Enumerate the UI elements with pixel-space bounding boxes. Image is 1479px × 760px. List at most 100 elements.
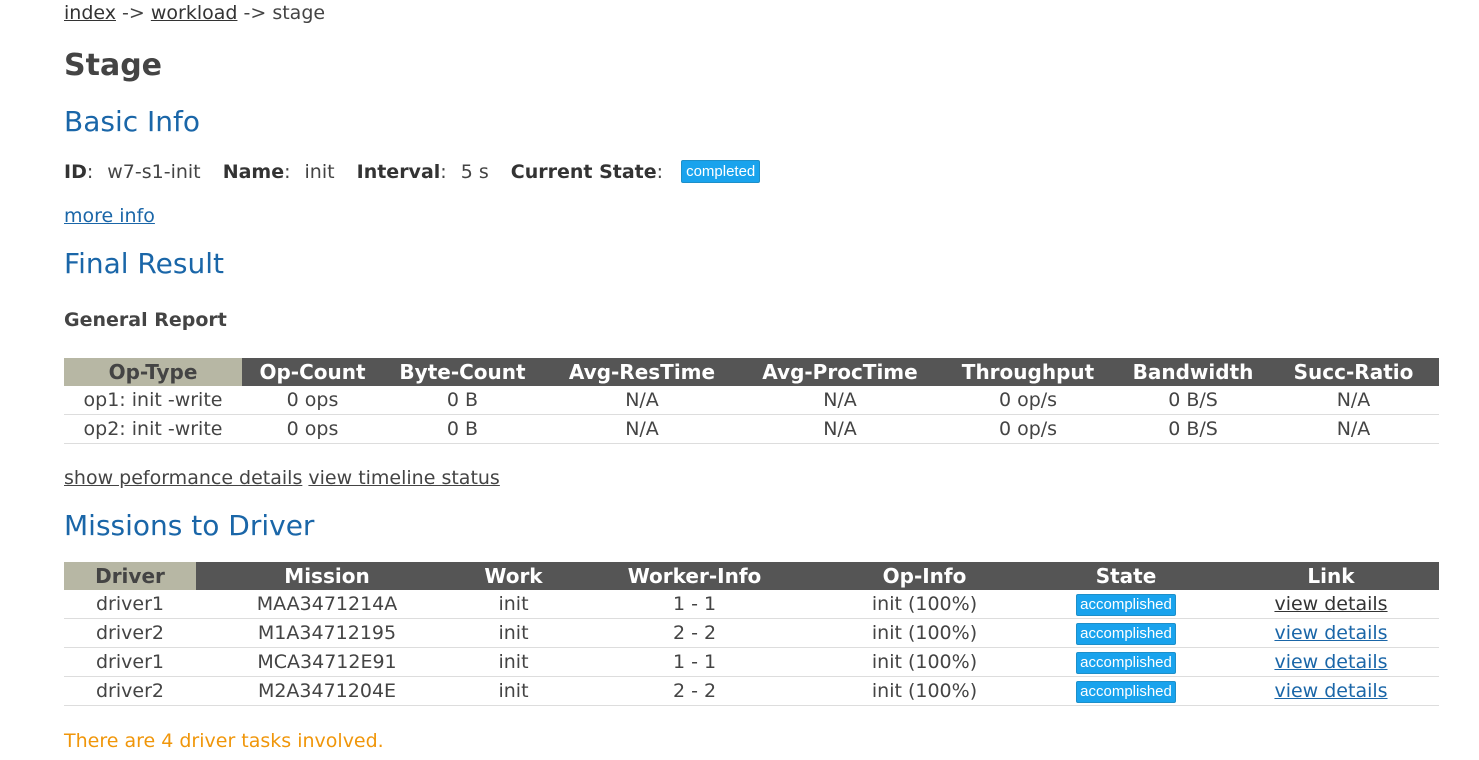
name-label: Name bbox=[222, 161, 285, 183]
table-cell: N/A bbox=[542, 386, 742, 415]
table-cell: 1 - 1 bbox=[569, 647, 820, 677]
driver-tasks-note: There are 4 driver tasks involved. bbox=[64, 730, 384, 752]
table-cell: view details bbox=[1223, 676, 1439, 706]
column-header: Mission bbox=[196, 562, 458, 590]
missions-heading: Missions to Driver bbox=[64, 509, 315, 542]
table-cell: init bbox=[458, 647, 569, 677]
table-cell: init bbox=[458, 618, 569, 648]
table-row: op2: init -write 0 ops 0 B N/A N/A 0 op/… bbox=[64, 414, 1439, 444]
column-header: Op-Info bbox=[820, 562, 1029, 590]
table-cell: 2 - 2 bbox=[569, 618, 820, 648]
report-links: show peformance details view timeline st… bbox=[64, 465, 500, 491]
breadcrumb-separator: -> bbox=[243, 2, 267, 24]
table-cell: init (100%) bbox=[820, 618, 1029, 648]
breadcrumb: index -> workload -> stage bbox=[64, 0, 325, 26]
table-row: driver2 M1A34712195 init 2 - 2 init (100… bbox=[64, 618, 1439, 648]
table-cell: init bbox=[458, 590, 569, 619]
table-cell: driver2 bbox=[64, 618, 196, 648]
table-cell: accomplished bbox=[1029, 590, 1223, 619]
table-cell: 0 B/S bbox=[1118, 414, 1268, 444]
column-header: Op-Count bbox=[242, 358, 383, 386]
table-cell: 1 - 1 bbox=[569, 590, 820, 619]
state-badge: accomplished bbox=[1076, 594, 1176, 616]
view-details-link[interactable]: view details bbox=[1274, 651, 1388, 673]
table-cell: driver1 bbox=[64, 647, 196, 677]
table-cell: 0 ops bbox=[242, 386, 383, 415]
state-badge: accomplished bbox=[1076, 652, 1176, 674]
table-cell: N/A bbox=[542, 414, 742, 444]
table-cell: op2: init -write bbox=[64, 414, 242, 444]
column-header: Driver bbox=[64, 562, 196, 590]
table-row: op1: init -write 0 ops 0 B N/A N/A 0 op/… bbox=[64, 386, 1439, 415]
table-cell: driver1 bbox=[64, 590, 196, 619]
table-cell: MAA3471214A bbox=[196, 590, 458, 619]
table-cell: init (100%) bbox=[820, 590, 1029, 619]
column-header: Avg-ResTime bbox=[542, 358, 742, 386]
id-label: ID bbox=[64, 161, 87, 183]
view-details-link[interactable]: view details bbox=[1274, 622, 1388, 644]
final-result-heading: Final Result bbox=[64, 247, 224, 280]
table-cell: view details bbox=[1223, 590, 1439, 619]
column-header: State bbox=[1029, 562, 1223, 590]
table-cell: 0 B bbox=[383, 414, 542, 444]
basic-info-row: ID: w7-s1-init Name: init Interval: 5 s Cur… bbox=[64, 158, 761, 186]
column-header: Work bbox=[458, 562, 569, 590]
table-header-row: Driver Mission Work Worker-Info Op-Info … bbox=[64, 562, 1439, 590]
table-cell: 0 ops bbox=[242, 414, 383, 444]
column-header: Byte-Count bbox=[383, 358, 542, 386]
interval-label: Interval bbox=[356, 161, 441, 183]
column-header: Throughput bbox=[938, 358, 1118, 386]
column-header: Worker-Info bbox=[569, 562, 820, 590]
table-cell: M1A34712195 bbox=[196, 618, 458, 648]
column-header: Bandwidth bbox=[1118, 358, 1268, 386]
table-cell: op1: init -write bbox=[64, 386, 242, 415]
table-cell: N/A bbox=[1268, 414, 1439, 444]
table-cell: accomplished bbox=[1029, 676, 1223, 706]
breadcrumb-current: stage bbox=[272, 2, 326, 24]
view-details-link[interactable]: view details bbox=[1274, 680, 1388, 702]
table-cell: driver2 bbox=[64, 676, 196, 706]
missions-table: Driver Mission Work Worker-Info Op-Info … bbox=[64, 562, 1439, 706]
table-cell: view details bbox=[1223, 647, 1439, 677]
table-cell: 0 B bbox=[383, 386, 542, 415]
general-report-table: Op-Type Op-Count Byte-Count Avg-ResTime … bbox=[64, 358, 1439, 444]
breadcrumb-workload-link[interactable]: workload bbox=[150, 2, 238, 24]
view-timeline-status-link[interactable]: view timeline status bbox=[308, 467, 500, 489]
table-cell: N/A bbox=[742, 386, 938, 415]
table-row: driver1 MCA34712E91 init 1 - 1 init (100… bbox=[64, 647, 1439, 677]
table-cell: view details bbox=[1223, 618, 1439, 648]
breadcrumb-index-link[interactable]: index bbox=[64, 2, 116, 24]
table-cell: init (100%) bbox=[820, 647, 1029, 677]
column-header: Link bbox=[1223, 562, 1439, 590]
state-badge: accomplished bbox=[1076, 623, 1176, 645]
more-info-link[interactable]: more info bbox=[64, 205, 155, 227]
table-cell: MCA34712E91 bbox=[196, 647, 458, 677]
state-badge: accomplished bbox=[1076, 681, 1176, 703]
table-cell: 0 B/S bbox=[1118, 386, 1268, 415]
column-header: Succ-Ratio bbox=[1268, 358, 1439, 386]
general-report-heading: General Report bbox=[64, 309, 227, 331]
table-cell: 0 op/s bbox=[938, 414, 1118, 444]
table-cell: 2 - 2 bbox=[569, 676, 820, 706]
table-cell: N/A bbox=[742, 414, 938, 444]
breadcrumb-separator: -> bbox=[122, 2, 145, 24]
table-cell: accomplished bbox=[1029, 618, 1223, 648]
view-details-link[interactable]: view details bbox=[1274, 593, 1388, 615]
table-cell: accomplished bbox=[1029, 647, 1223, 677]
page-title: Stage bbox=[64, 48, 163, 83]
name-value: init bbox=[304, 161, 335, 183]
column-header: Op-Type bbox=[64, 358, 242, 386]
table-cell: init bbox=[458, 676, 569, 706]
show-performance-details-link[interactable]: show peformance details bbox=[64, 467, 303, 489]
table-header-row: Op-Type Op-Count Byte-Count Avg-ResTime … bbox=[64, 358, 1439, 386]
table-cell: init (100%) bbox=[820, 676, 1029, 706]
state-badge: completed bbox=[681, 160, 761, 183]
interval-value: 5 s bbox=[460, 161, 489, 183]
table-cell: 0 op/s bbox=[938, 386, 1118, 415]
column-header: Avg-ProcTime bbox=[742, 358, 938, 386]
id-value: w7-s1-init bbox=[107, 161, 201, 183]
table-cell: M2A3471204E bbox=[196, 676, 458, 706]
basic-info-heading: Basic Info bbox=[64, 105, 201, 138]
table-cell: N/A bbox=[1268, 386, 1439, 415]
table-row: driver2 M2A3471204E init 2 - 2 init (100… bbox=[64, 676, 1439, 706]
